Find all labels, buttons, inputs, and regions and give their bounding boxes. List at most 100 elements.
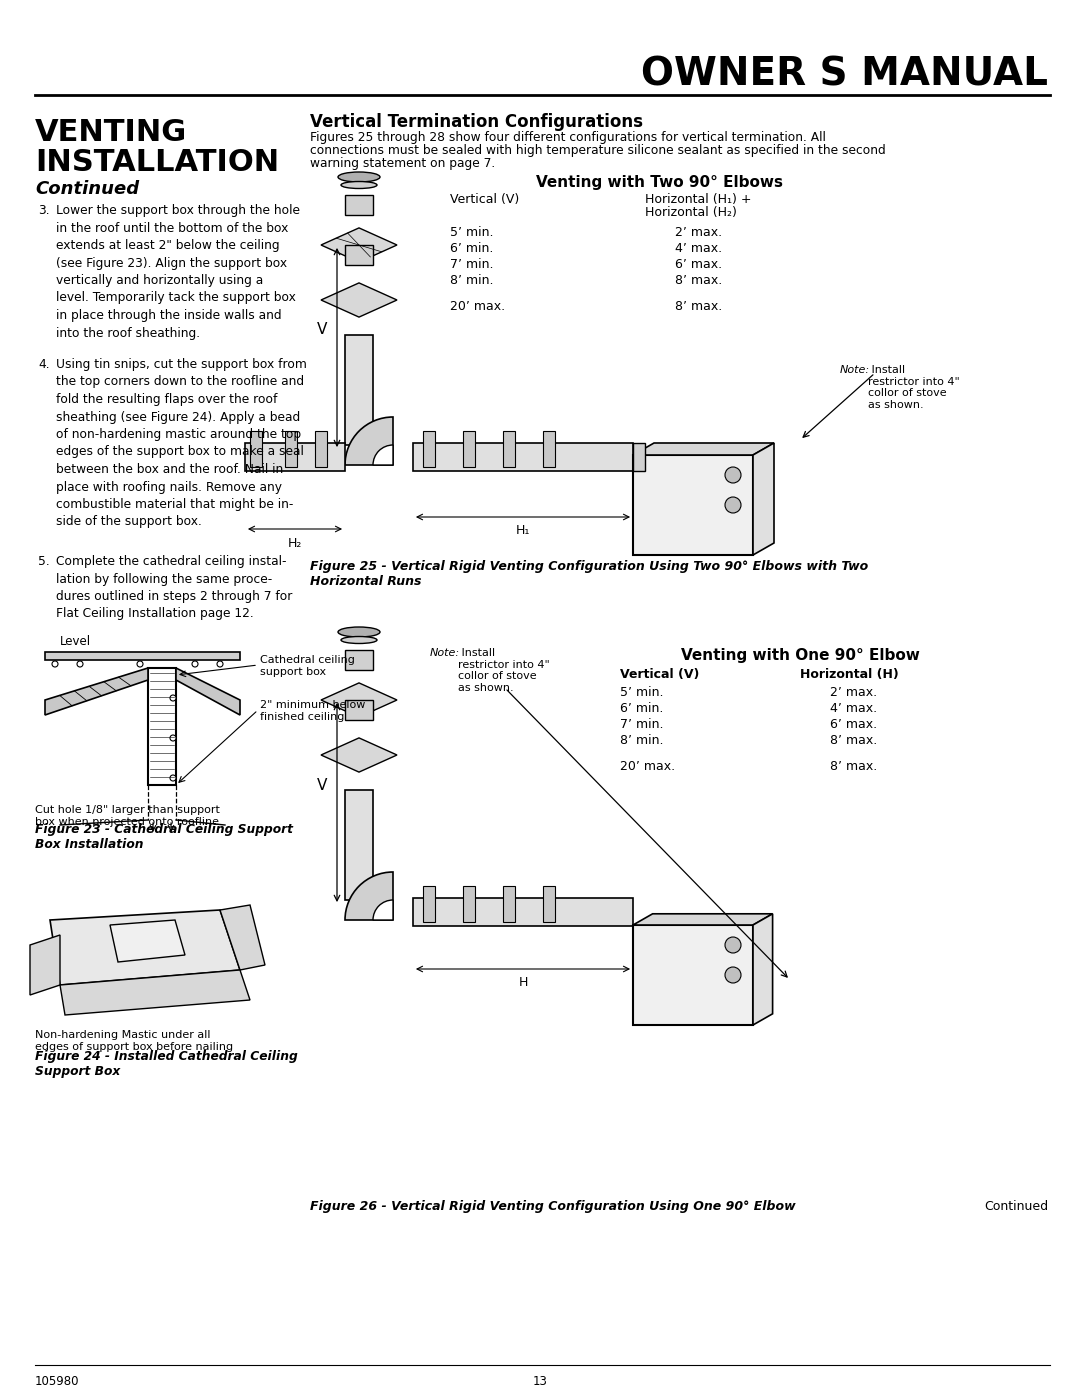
Bar	[413, 443, 633, 471]
Text: 3.: 3.	[39, 204, 50, 217]
Text: 6’ min.: 6’ min.	[620, 703, 663, 715]
Text: warning statement on page 7.: warning statement on page 7.	[310, 156, 496, 170]
Bar	[245, 443, 345, 471]
Bar	[285, 432, 297, 467]
Text: Cathedral ceiling
support box: Cathedral ceiling support box	[260, 655, 355, 676]
Wedge shape	[373, 900, 393, 921]
Text: Install
restrictor into 4"
collor of stove
as shown.: Install restrictor into 4" collor of sto…	[868, 365, 960, 409]
Bar	[413, 898, 633, 926]
Bar	[543, 432, 555, 467]
Text: 2" minimum below
finished ceiling: 2" minimum below finished ceiling	[260, 700, 365, 722]
Polygon shape	[321, 683, 397, 717]
Text: Complete the cathedral ceiling instal-
lation by following the same proce-
dures: Complete the cathedral ceiling instal- l…	[56, 555, 293, 620]
Text: Cut hole 1/8" larger than support
box when projected onto roofline: Cut hole 1/8" larger than support box wh…	[35, 805, 220, 827]
Text: 7’ min.: 7’ min.	[450, 258, 494, 271]
Text: OWNER S MANUAL: OWNER S MANUAL	[642, 56, 1048, 94]
Text: Continued: Continued	[35, 180, 139, 198]
Circle shape	[170, 694, 176, 701]
Text: Lower the support box through the hole
in the roof until the bottom of the box
e: Lower the support box through the hole i…	[56, 204, 300, 339]
Bar	[45, 652, 240, 659]
Ellipse shape	[338, 627, 380, 637]
Bar	[148, 668, 176, 785]
Polygon shape	[220, 905, 265, 970]
Bar	[463, 886, 475, 922]
Bar	[543, 886, 555, 922]
Polygon shape	[45, 668, 148, 715]
Wedge shape	[345, 872, 393, 921]
Polygon shape	[176, 668, 240, 715]
Text: 2’ max.: 2’ max.	[675, 226, 723, 239]
Polygon shape	[633, 914, 772, 925]
Bar	[423, 886, 435, 922]
Ellipse shape	[338, 172, 380, 182]
Circle shape	[170, 775, 176, 781]
Polygon shape	[321, 228, 397, 263]
Text: 8’ min.: 8’ min.	[620, 733, 663, 747]
Circle shape	[137, 661, 143, 666]
Polygon shape	[753, 443, 774, 555]
Text: Non-hardening Mastic under all
edges of support box before nailing: Non-hardening Mastic under all edges of …	[35, 1030, 233, 1052]
Polygon shape	[633, 455, 753, 555]
Text: 6’ max.: 6’ max.	[675, 258, 723, 271]
Bar	[345, 700, 373, 719]
Text: 5’ min.: 5’ min.	[620, 686, 663, 698]
Bar	[503, 886, 515, 922]
Text: Note:: Note:	[840, 365, 870, 374]
Text: Vertical Termination Configurations: Vertical Termination Configurations	[310, 113, 643, 131]
Text: 20’ max.: 20’ max.	[450, 300, 505, 313]
Text: Level: Level	[60, 636, 91, 648]
Wedge shape	[373, 446, 393, 465]
Circle shape	[192, 661, 198, 666]
Wedge shape	[345, 416, 393, 465]
Circle shape	[217, 661, 222, 666]
Bar	[633, 443, 645, 471]
Text: Figure 24 - Installed Cathedral Ceiling
Support Box: Figure 24 - Installed Cathedral Ceiling …	[35, 1051, 298, 1078]
Text: 4’ max.: 4’ max.	[831, 703, 877, 715]
Polygon shape	[633, 443, 774, 455]
Text: Horizontal (H₁) +: Horizontal (H₁) +	[645, 193, 752, 205]
Text: H: H	[518, 977, 528, 989]
Text: 6’ min.: 6’ min.	[450, 242, 494, 256]
Text: 5.: 5.	[38, 555, 50, 569]
Circle shape	[170, 735, 176, 740]
Text: Horizontal (H₂): Horizontal (H₂)	[645, 205, 737, 219]
Text: 13: 13	[532, 1375, 548, 1389]
Polygon shape	[321, 284, 397, 317]
Text: Figure 23 - Cathedral Ceiling Support
Box Installation: Figure 23 - Cathedral Ceiling Support Bo…	[35, 823, 293, 851]
Circle shape	[725, 937, 741, 953]
Text: 20’ max.: 20’ max.	[620, 760, 675, 773]
Bar	[345, 789, 373, 900]
Bar	[315, 432, 327, 467]
Polygon shape	[60, 970, 249, 1016]
Ellipse shape	[341, 637, 377, 644]
Text: Using tin snips, cut the support box from
the top corners down to the roofline a: Using tin snips, cut the support box fro…	[56, 358, 307, 528]
Text: H₂: H₂	[287, 536, 302, 550]
Bar	[503, 432, 515, 467]
Bar	[345, 335, 373, 446]
Text: 4.: 4.	[39, 358, 50, 372]
Circle shape	[725, 497, 741, 513]
Text: 8’ max.: 8’ max.	[675, 274, 723, 286]
Polygon shape	[110, 921, 185, 963]
Bar	[345, 650, 373, 671]
Text: V: V	[316, 778, 327, 792]
Text: 4’ max.: 4’ max.	[675, 242, 723, 256]
Text: connections must be sealed with high temperature silicone sealant as specified i: connections must be sealed with high tem…	[310, 144, 886, 156]
Text: Figure 25 - Vertical Rigid Venting Configuration Using Two 90° Elbows with Two
H: Figure 25 - Vertical Rigid Venting Confi…	[310, 560, 868, 588]
Text: H₁: H₁	[516, 524, 530, 536]
Circle shape	[77, 661, 83, 666]
Polygon shape	[321, 738, 397, 773]
Text: Vertical (V): Vertical (V)	[620, 668, 700, 680]
Bar	[423, 432, 435, 467]
Text: Install
restrictor into 4"
collor of stove
as shown.: Install restrictor into 4" collor of sto…	[458, 648, 550, 693]
Text: 2’ max.: 2’ max.	[831, 686, 877, 698]
Polygon shape	[50, 909, 240, 985]
Bar	[463, 432, 475, 467]
Bar	[345, 196, 373, 215]
Polygon shape	[633, 925, 753, 1025]
Text: Continued: Continued	[984, 1200, 1048, 1213]
Text: 8’ max.: 8’ max.	[831, 760, 877, 773]
Polygon shape	[753, 914, 772, 1025]
Text: Venting with Two 90° Elbows: Venting with Two 90° Elbows	[537, 175, 783, 190]
Text: 7’ min.: 7’ min.	[620, 718, 663, 731]
